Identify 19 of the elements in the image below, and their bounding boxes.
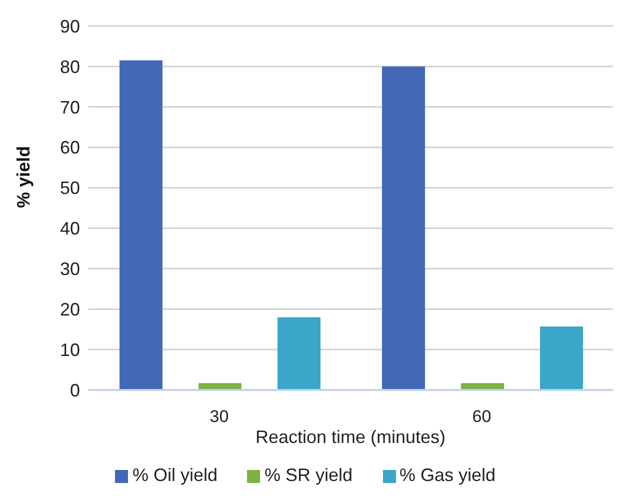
y-tick-label: 60 <box>60 138 80 158</box>
y-tick-label: 0 <box>70 380 80 400</box>
bar <box>382 66 425 390</box>
bar <box>120 60 162 390</box>
legend-label: % SR yield <box>264 465 352 485</box>
y-tick-label: 30 <box>60 259 80 280</box>
y-tick-label: 80 <box>60 56 80 77</box>
y-tick-label: 70 <box>60 97 80 118</box>
y-tick-label: 40 <box>60 218 80 239</box>
legend-label: % Oil yield <box>132 465 218 485</box>
y-tick-label: 10 <box>60 340 80 360</box>
x-axis-title: Reaction time (minutes) <box>255 427 446 447</box>
y-tick-label: 90 <box>60 16 80 36</box>
y-tick-label: 50 <box>60 178 80 198</box>
bar <box>540 326 583 390</box>
y-tick-label: 20 <box>60 300 80 320</box>
y-axis-title: % yield <box>13 146 34 208</box>
legend-label: % Gas yield <box>400 465 496 485</box>
bar <box>278 317 320 390</box>
